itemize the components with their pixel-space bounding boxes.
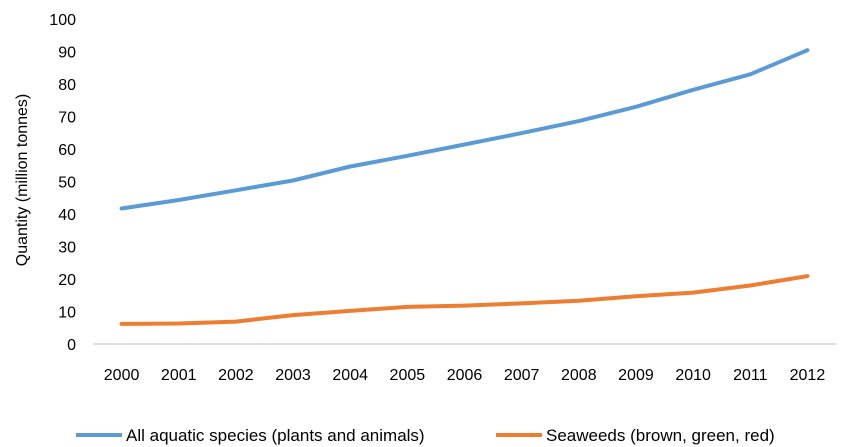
legend: All aquatic species (plants and animals)… [76, 426, 775, 445]
y-axis-title: Quantity (million tonnes) [14, 94, 31, 267]
x-tick-label: 2012 [790, 367, 826, 384]
x-axis-ticks: 2000 2001 2002 2003 2004 2005 2006 2007 2008 2009… [104, 367, 826, 384]
y-tick-label: 60 [58, 142, 76, 159]
x-tick-label: 2002 [218, 367, 254, 384]
y-tick-label: 70 [58, 110, 76, 127]
x-tick-label: 2009 [618, 367, 654, 384]
x-tick-label: 2000 [104, 367, 140, 384]
y-tick-label: 10 [58, 305, 76, 322]
y-tick-label: 100 [49, 12, 76, 29]
legend-label: All aquatic species (plants and animals) [126, 426, 425, 445]
series-layer [119, 48, 810, 326]
x-tick-label: 2007 [504, 367, 540, 384]
y-tick-label: 80 [58, 77, 76, 94]
y-tick-label: 50 [58, 175, 76, 192]
series-line-1 [119, 48, 810, 211]
series-line-2 [119, 274, 810, 326]
y-tick-label: 90 [58, 45, 76, 62]
y-axis-ticks: 0 10 20 30 40 50 60 70 80 90 100 [49, 12, 76, 354]
x-tick-label: 2010 [675, 367, 711, 384]
y-tick-label: 40 [58, 207, 76, 224]
y-tick-label: 30 [58, 240, 76, 257]
x-tick-label: 2005 [390, 367, 426, 384]
legend-label: Seaweeds (brown, green, red) [546, 426, 775, 445]
x-tick-label: 2008 [561, 367, 597, 384]
x-tick-label: 2003 [275, 367, 311, 384]
x-tick-label: 2001 [161, 367, 197, 384]
x-tick-label: 2006 [447, 367, 483, 384]
x-tick-label: 2011 [733, 367, 768, 384]
x-tick-label: 2004 [332, 367, 368, 384]
y-tick-label: 0 [67, 337, 76, 354]
y-tick-label: 20 [58, 272, 76, 289]
